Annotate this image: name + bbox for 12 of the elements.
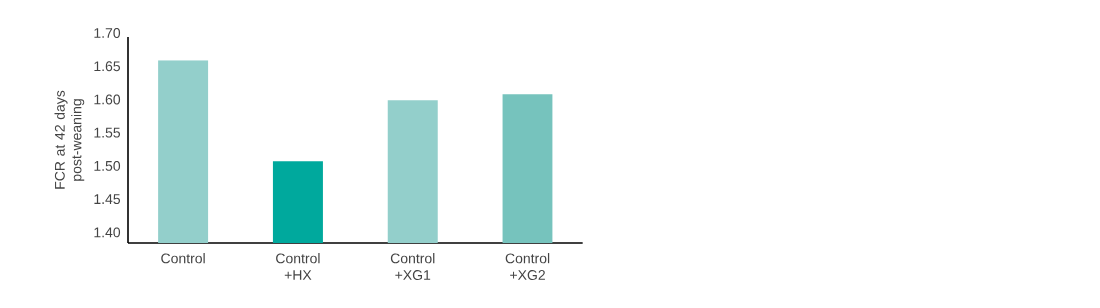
- y-tick-label: 1.40: [94, 227, 121, 238]
- x-tick-label: Control +XG2: [505, 253, 550, 280]
- y-tick-label: 1.50: [94, 160, 121, 171]
- y-tick-label: 1.45: [94, 194, 121, 205]
- x-tick-label: Control +HX: [276, 253, 320, 280]
- y-tick-label: 1.65: [94, 61, 121, 72]
- y-tick-label: 1.55: [94, 127, 121, 138]
- y-tick-label: 1.60: [94, 94, 121, 105]
- x-tick-label: Control +XG1: [390, 253, 435, 280]
- y-axis-title: FCR at 42 days post-weaning: [54, 90, 85, 189]
- y-tick-label: 1.70: [94, 28, 121, 38]
- x-tick-label: Control: [161, 253, 205, 264]
